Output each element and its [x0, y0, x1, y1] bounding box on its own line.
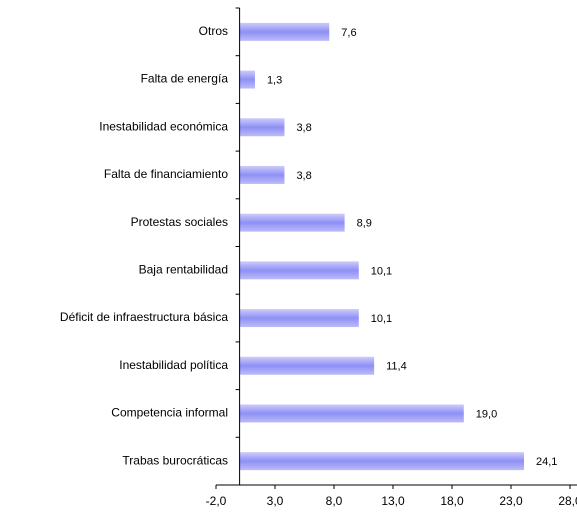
value-label: 11,4: [386, 361, 407, 373]
y-tick-label: Falta de energía: [141, 72, 229, 86]
bar: [239, 213, 345, 232]
y-tick-label: Inestabilidad política: [119, 358, 228, 372]
value-label: 3,8: [296, 122, 311, 134]
x-tick-label: 8,0: [326, 494, 343, 508]
bar: [239, 404, 464, 423]
value-label: 8,9: [357, 218, 372, 230]
y-tick-label: Otros: [199, 24, 228, 38]
y-tick-label: Inestabilidad económica: [99, 119, 228, 133]
x-tick-label: 3,0: [267, 494, 284, 508]
y-tick-label: Baja rentabilidad: [139, 263, 228, 277]
value-label: 24,1: [536, 456, 557, 468]
bar: [239, 118, 285, 137]
y-tick-label: Protestas sociales: [131, 215, 228, 229]
x-tick-label: 28,0: [558, 494, 577, 508]
y-tick-label: Competencia informal: [111, 406, 228, 420]
x-tick-label: 13,0: [381, 494, 405, 508]
value-label: 10,1: [371, 265, 392, 277]
value-label: 19,0: [476, 408, 497, 420]
x-tick-label: 18,0: [440, 494, 464, 508]
x-tick-label: 23,0: [499, 494, 523, 508]
bar: [239, 356, 375, 375]
y-tick-label: Falta de financiamiento: [104, 167, 228, 181]
bar: [239, 261, 359, 280]
x-tick-label: -2,0: [206, 494, 227, 508]
bar: [239, 22, 330, 41]
y-tick-label: Trabas burocráticas: [122, 453, 228, 467]
bar: [239, 452, 524, 471]
bar: [239, 309, 359, 328]
bar: [239, 165, 285, 184]
bar: [239, 70, 255, 89]
value-label: 1,3: [267, 74, 282, 86]
value-label: 7,6: [341, 27, 356, 39]
value-label: 3,8: [296, 170, 311, 182]
value-label: 10,1: [371, 313, 392, 325]
y-tick-label: Déficit de infraestructura básica: [60, 310, 228, 324]
